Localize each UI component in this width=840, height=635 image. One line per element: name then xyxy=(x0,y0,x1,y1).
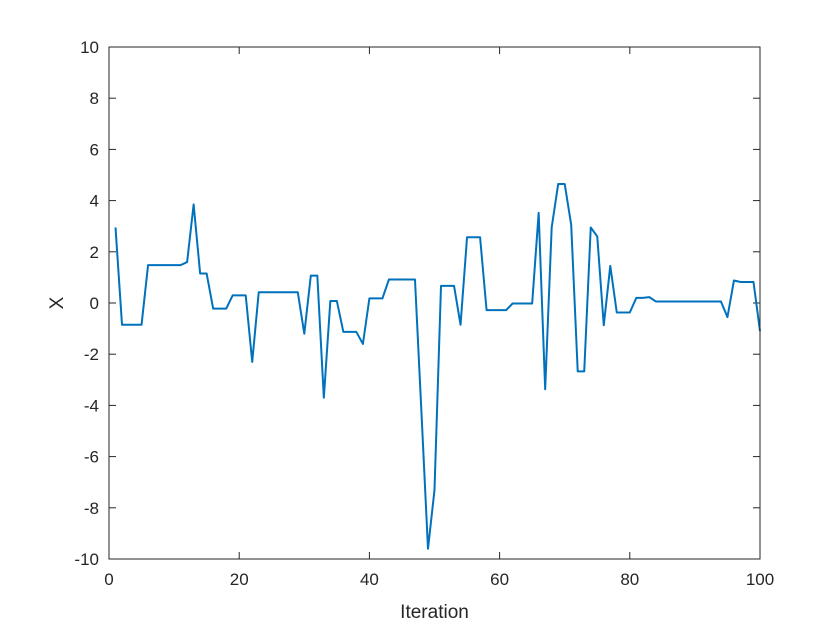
y-tick-label: -8 xyxy=(84,499,99,518)
y-axis-label: X xyxy=(47,296,68,309)
y-tick-label: -6 xyxy=(84,448,99,467)
y-tick-label: 2 xyxy=(90,243,99,262)
series-line-1 xyxy=(114,182,761,550)
x-tick-label: 60 xyxy=(490,570,509,589)
x-tick-label: 100 xyxy=(746,570,774,589)
y-tick-label: -2 xyxy=(84,345,99,364)
y-tick-label: 8 xyxy=(90,89,99,108)
x-tick-label: 20 xyxy=(230,570,249,589)
y-tick-label: 6 xyxy=(90,140,99,159)
y-tick-label: 4 xyxy=(90,192,99,211)
axes-box xyxy=(108,46,761,560)
y-tick-label: -4 xyxy=(84,396,99,415)
x-tick-label: 0 xyxy=(104,570,113,589)
x-tick-label: 80 xyxy=(620,570,639,589)
x-tick-label: 40 xyxy=(360,570,379,589)
x-axis-label: Iteration xyxy=(400,602,469,623)
y-tick-label: 10 xyxy=(80,38,99,57)
y-tick-label: -10 xyxy=(74,550,99,569)
y-tick-label: 0 xyxy=(90,294,99,313)
